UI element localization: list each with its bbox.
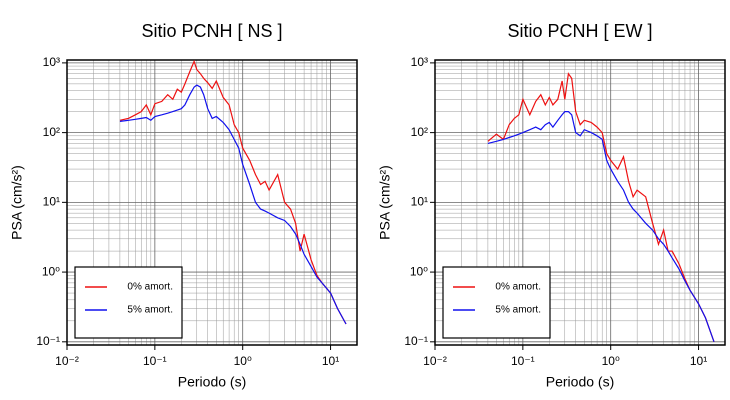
x-axis-label: Periodo (s)	[546, 374, 614, 390]
legend-label: 0% amort.	[127, 282, 173, 293]
series-line	[119, 84, 347, 325]
series-line	[487, 111, 715, 343]
y-tick-label: 10⁰	[42, 264, 60, 278]
y-tick-label: 10¹	[411, 195, 428, 209]
chart: Sitio PCNH [ EW ] Periodo (s) PSA (cm/s²) 1…	[377, 21, 726, 390]
legend-box	[74, 266, 183, 339]
legend-box	[442, 266, 551, 339]
chart-title: Sitio PCNH [ EW ]	[507, 21, 652, 41]
y-tick-label: 10⁻¹	[404, 334, 428, 348]
legend-label: 0% amort.	[495, 282, 541, 293]
y-tick-label: 10²	[43, 125, 60, 139]
x-tick-label: 10¹	[322, 354, 339, 368]
x-tick-label: 10⁻¹	[143, 354, 167, 368]
series-line	[119, 59, 347, 325]
y-tick-label: 10³	[411, 55, 428, 69]
legend-label: 5% amort.	[495, 305, 541, 316]
x-tick-label: 10⁰	[602, 354, 620, 368]
y-tick-label: 10⁰	[410, 264, 428, 278]
x-tick-label: 10⁰	[234, 354, 252, 368]
plot-frame	[434, 59, 726, 346]
y-tick-label: 10⁻¹	[36, 334, 60, 348]
y-tick-label: 10²	[411, 125, 428, 139]
x-tick-label: 10¹	[690, 354, 707, 368]
x-axis-label: Periodo (s)	[178, 374, 246, 390]
x-tick-label: 10⁻²	[423, 354, 447, 368]
x-tick-label: 10⁻¹	[511, 354, 535, 368]
x-tick-label: 10⁻²	[55, 354, 79, 368]
chart: Sitio PCNH [ NS ] Periodo (s) PSA (cm/s²) 1…	[9, 21, 358, 390]
chart-title: Sitio PCNH [ NS ]	[141, 21, 282, 41]
y-tick-label: 10¹	[43, 195, 60, 209]
plot-frame	[66, 59, 358, 346]
y-axis-label: PSA (cm/s²)	[377, 165, 393, 240]
y-tick-label: 10³	[43, 55, 60, 69]
y-axis-label: PSA (cm/s²)	[9, 165, 25, 240]
legend-label: 5% amort.	[127, 305, 173, 316]
